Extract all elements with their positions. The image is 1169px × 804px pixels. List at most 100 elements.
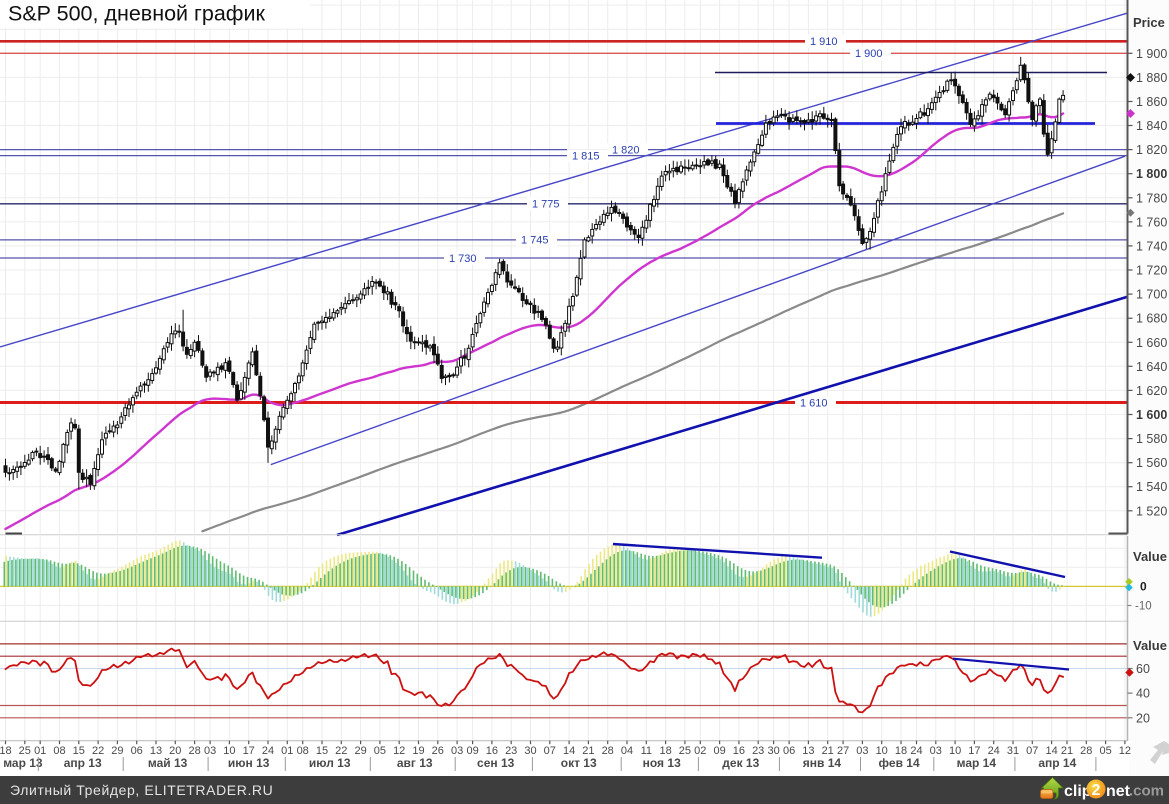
svg-text:03: 03: [451, 745, 463, 757]
svg-text:1 520: 1 520: [1136, 504, 1167, 518]
svg-text:апр 14: апр 14: [1038, 756, 1076, 770]
svg-text:18: 18: [659, 745, 671, 757]
svg-text:Элитный Трейдер, ELITETRADER.R: Элитный Трейдер, ELITETRADER.RU: [10, 782, 273, 798]
svg-text:дек 13: дек 13: [722, 756, 759, 770]
svg-text:05: 05: [1099, 745, 1111, 757]
svg-text:1 580: 1 580: [1136, 432, 1167, 446]
svg-text:1 745: 1 745: [521, 235, 549, 247]
svg-text:1 880: 1 880: [1136, 71, 1167, 85]
svg-text:30: 30: [524, 745, 536, 757]
svg-text:09: 09: [713, 745, 725, 757]
svg-text:13: 13: [802, 745, 814, 757]
svg-text:24: 24: [988, 745, 1000, 757]
svg-text:15: 15: [73, 745, 85, 757]
svg-text:30: 30: [767, 745, 779, 757]
svg-text:1 540: 1 540: [1136, 480, 1167, 494]
svg-text:1 800: 1 800: [1136, 167, 1167, 181]
svg-text:1 700: 1 700: [1136, 288, 1167, 302]
svg-text:24: 24: [262, 745, 274, 757]
svg-text:окт 13: окт 13: [561, 756, 597, 770]
svg-text:28: 28: [602, 745, 614, 757]
svg-text:1 820: 1 820: [1136, 143, 1167, 157]
svg-text:28: 28: [188, 745, 200, 757]
svg-text:29: 29: [354, 745, 366, 757]
svg-text:Value: Value: [1133, 549, 1167, 564]
svg-text:1 560: 1 560: [1136, 456, 1167, 470]
svg-text:1 740: 1 740: [1136, 239, 1167, 253]
svg-text:03: 03: [930, 745, 942, 757]
svg-text:28: 28: [1080, 745, 1092, 757]
svg-text:1 780: 1 780: [1136, 191, 1167, 205]
svg-text:09: 09: [466, 745, 478, 757]
svg-text:Price: Price: [1133, 15, 1165, 30]
svg-text:2: 2: [1092, 782, 1101, 799]
svg-text:1 815: 1 815: [572, 150, 600, 162]
svg-text:31: 31: [1007, 745, 1019, 757]
svg-text:21: 21: [1061, 745, 1073, 757]
svg-text:10: 10: [876, 745, 888, 757]
svg-text:13: 13: [150, 745, 162, 757]
svg-text:08: 08: [297, 745, 309, 757]
svg-text:26: 26: [432, 745, 444, 757]
svg-text:1 660: 1 660: [1136, 336, 1167, 350]
svg-text:20: 20: [1136, 711, 1150, 725]
svg-text:1 900: 1 900: [855, 48, 883, 60]
svg-text:мар 13: мар 13: [3, 756, 43, 770]
svg-text:18: 18: [0, 745, 12, 757]
svg-text:11: 11: [641, 745, 652, 757]
svg-text:10: 10: [223, 745, 235, 757]
svg-text:.com: .com: [1129, 783, 1164, 800]
svg-text:60: 60: [1136, 662, 1150, 676]
svg-text:01: 01: [34, 745, 46, 757]
svg-text:01: 01: [281, 745, 293, 757]
svg-text:1 775: 1 775: [532, 199, 560, 211]
svg-text:21: 21: [582, 745, 594, 757]
svg-text:16: 16: [486, 745, 498, 757]
svg-text:02: 02: [694, 745, 706, 757]
svg-text:авг 13: авг 13: [397, 756, 433, 770]
svg-text:1 760: 1 760: [1136, 215, 1167, 229]
svg-text:23: 23: [505, 745, 517, 757]
svg-text:40: 40: [1136, 687, 1150, 701]
svg-text:10: 10: [949, 745, 961, 757]
svg-text:1 820: 1 820: [612, 144, 640, 156]
svg-text:net: net: [1106, 783, 1131, 800]
svg-text:12: 12: [393, 745, 405, 757]
svg-text:05: 05: [374, 745, 386, 757]
svg-text:апр 13: апр 13: [64, 756, 102, 770]
svg-text:май 13: май 13: [148, 756, 188, 770]
svg-text:1 720: 1 720: [1136, 264, 1167, 278]
svg-text:21: 21: [822, 745, 834, 757]
svg-text:14: 14: [563, 745, 575, 757]
svg-text:сен 13: сен 13: [477, 756, 515, 770]
svg-text:ноя 13: ноя 13: [643, 756, 681, 770]
svg-text:1 680: 1 680: [1136, 312, 1167, 326]
svg-text:фев 14: фев 14: [879, 756, 920, 770]
svg-text:25: 25: [679, 745, 691, 757]
svg-text:15: 15: [316, 745, 328, 757]
svg-text:22: 22: [92, 745, 104, 757]
svg-text:17: 17: [243, 745, 255, 757]
svg-text:1 840: 1 840: [1136, 119, 1167, 133]
svg-text:06: 06: [131, 745, 143, 757]
svg-text:29: 29: [111, 745, 123, 757]
svg-text:1 910: 1 910: [810, 36, 838, 48]
svg-text:S&P 500, дневной график: S&P 500, дневной график: [8, 2, 265, 26]
svg-text:1 600: 1 600: [1136, 408, 1167, 422]
svg-text:03: 03: [204, 745, 216, 757]
svg-text:12: 12: [1119, 745, 1131, 757]
svg-text:25: 25: [19, 745, 31, 757]
svg-text:14: 14: [1045, 745, 1057, 757]
svg-text:1 640: 1 640: [1136, 360, 1167, 374]
svg-text:24: 24: [910, 745, 922, 757]
svg-text:16: 16: [733, 745, 745, 757]
svg-text:20: 20: [169, 745, 181, 757]
svg-text:1 610: 1 610: [800, 397, 828, 409]
svg-text:18: 18: [895, 745, 907, 757]
svg-text:июл 13: июл 13: [309, 756, 351, 770]
svg-text:17: 17: [968, 745, 980, 757]
svg-text:08: 08: [53, 745, 65, 757]
svg-text:мар 14: мар 14: [957, 756, 997, 770]
svg-text:июн 13: июн 13: [228, 756, 270, 770]
svg-text:1 620: 1 620: [1136, 384, 1167, 398]
